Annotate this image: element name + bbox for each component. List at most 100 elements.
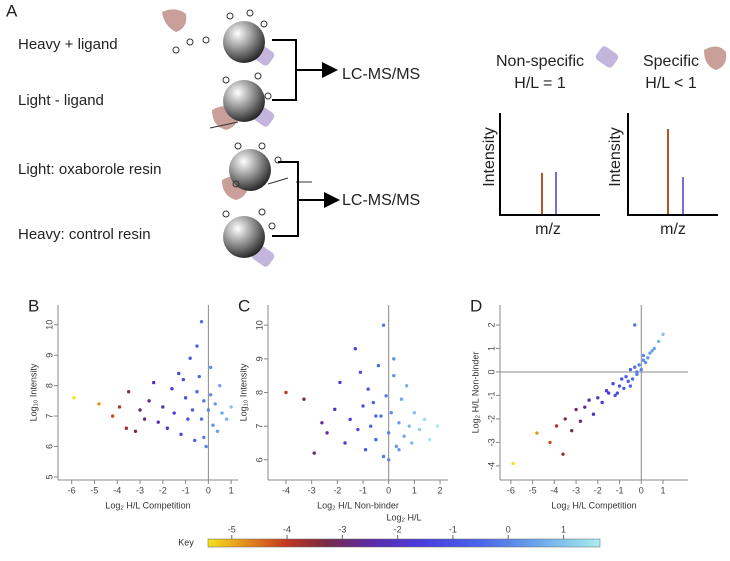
- nonspecific-ratio: H/L = 1: [514, 75, 566, 92]
- point: [161, 405, 165, 409]
- point: [635, 372, 639, 376]
- x-tick-label: -3: [136, 485, 144, 495]
- y-tick-label: 8: [44, 383, 54, 388]
- point: [511, 461, 515, 466]
- x-axis-label: Log₂ H/L Non-binder: [317, 500, 399, 510]
- point: [195, 390, 199, 394]
- point: [633, 365, 637, 369]
- point: [199, 417, 204, 421]
- point: [389, 410, 393, 415]
- point: [535, 431, 539, 435]
- point: [407, 424, 411, 428]
- x-tick-label: 2: [438, 485, 443, 495]
- point: [183, 396, 188, 400]
- x-tick-label: 0: [386, 485, 391, 495]
- point: [229, 405, 233, 409]
- point: [358, 370, 363, 375]
- point: [399, 397, 404, 401]
- y-tick-label: 5: [44, 474, 54, 479]
- point: [574, 407, 578, 412]
- point: [611, 381, 615, 386]
- y-tick-label: 6: [254, 457, 264, 462]
- y-tick-label: 7: [254, 424, 264, 429]
- point: [435, 424, 440, 428]
- panel-label: C: [238, 296, 250, 315]
- point: [548, 440, 552, 445]
- point: [554, 424, 559, 428]
- y-tick-label: 2: [486, 322, 496, 327]
- y-tick-label: 10: [44, 320, 54, 330]
- point: [561, 452, 565, 456]
- spectrum-y-label: Intensity: [607, 127, 624, 187]
- point: [320, 421, 324, 425]
- panel-label: B: [28, 296, 39, 315]
- point: [117, 405, 122, 409]
- y-axis-label: Log₂ H/L Non-binder: [470, 352, 480, 434]
- point: [363, 448, 368, 452]
- spectrum-x-label: m/z: [535, 221, 561, 238]
- point: [624, 374, 628, 379]
- point: [392, 357, 396, 361]
- point: [151, 380, 156, 385]
- colorbar-tick-label: -3: [338, 524, 346, 534]
- point: [366, 387, 370, 391]
- point: [206, 408, 211, 412]
- point: [124, 426, 129, 430]
- point: [374, 414, 378, 418]
- condition-label: Heavy + ligand: [18, 36, 118, 53]
- point: [591, 412, 596, 416]
- point: [374, 437, 378, 442]
- y-tick-label: 0: [486, 369, 496, 374]
- point: [353, 347, 358, 351]
- point: [587, 398, 591, 402]
- point: [369, 424, 373, 428]
- point: [622, 386, 626, 391]
- colorbar-tick-label: 0: [506, 524, 511, 534]
- point: [138, 408, 142, 412]
- x-axis-label: Log₂ H/L Competition: [105, 500, 190, 510]
- point: [193, 438, 197, 443]
- point: [172, 411, 176, 415]
- colorbar-tick-label: 1: [561, 524, 566, 534]
- point: [325, 431, 329, 435]
- panel-label: D: [470, 296, 482, 315]
- condition-label: Heavy: control resin: [18, 226, 151, 243]
- y-tick-label: 9: [44, 353, 54, 358]
- point: [620, 377, 624, 381]
- point: [381, 454, 386, 459]
- x-tick-label: 0: [206, 485, 211, 495]
- point: [643, 360, 648, 365]
- x-tick-label: -1: [359, 485, 367, 495]
- point: [404, 384, 409, 388]
- point: [333, 407, 337, 412]
- x-tick-label: 1: [412, 485, 417, 495]
- x-tick-label: -4: [550, 485, 558, 495]
- x-tick-label: -2: [594, 485, 602, 495]
- spectrum-x-label: m/z: [660, 221, 686, 238]
- point: [197, 374, 201, 379]
- point: [626, 379, 630, 384]
- point: [156, 420, 160, 424]
- y-tick-label: -1: [486, 391, 496, 399]
- point: [220, 411, 224, 415]
- point: [224, 417, 229, 421]
- point: [142, 417, 147, 421]
- x-tick-label: -3: [308, 485, 316, 495]
- point: [617, 384, 622, 388]
- point: [628, 367, 633, 372]
- point: [110, 414, 115, 418]
- y-tick-label: -4: [486, 462, 496, 470]
- point: [563, 417, 567, 421]
- point: [356, 427, 360, 432]
- y-tick-label: 6: [44, 444, 54, 449]
- x-tick-label: -6: [507, 485, 515, 495]
- y-tick-label: 8: [254, 390, 264, 395]
- point: [97, 402, 101, 406]
- point: [348, 417, 352, 422]
- point: [583, 405, 587, 409]
- point: [147, 399, 151, 403]
- point: [213, 402, 217, 406]
- ms-label: LC-MS/MS: [342, 66, 420, 83]
- point: [661, 332, 665, 337]
- colorbar-tick-label: -1: [449, 524, 457, 534]
